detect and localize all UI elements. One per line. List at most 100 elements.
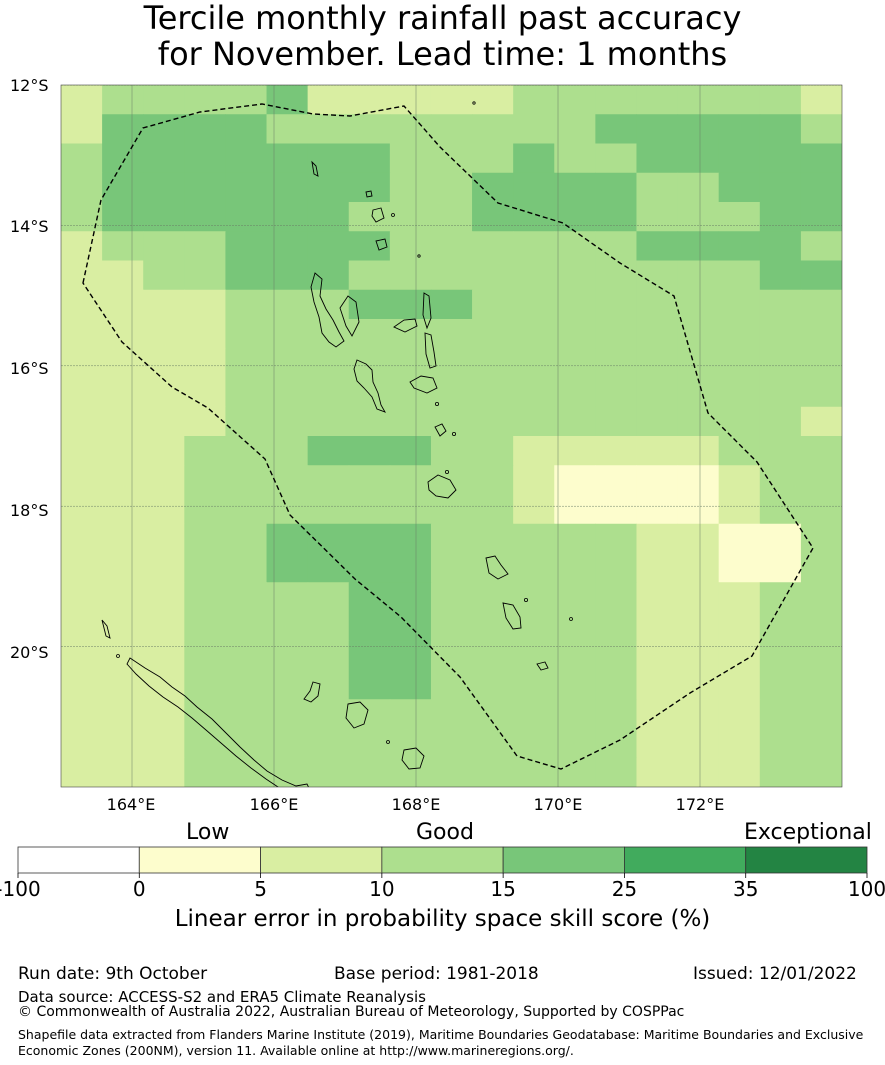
grid-cell xyxy=(759,553,802,583)
grid-cell xyxy=(430,289,473,320)
grid-cell xyxy=(225,231,268,261)
grid-cell xyxy=(513,319,555,349)
grid-cell xyxy=(677,260,720,291)
grid-cell xyxy=(389,85,432,115)
grid-cell xyxy=(389,348,432,378)
grid-cell xyxy=(718,553,761,583)
grid-cell xyxy=(184,231,226,261)
grid-cell xyxy=(348,436,391,466)
island-small-1 xyxy=(391,213,395,217)
category-good: Good xyxy=(416,820,474,845)
grid-cell xyxy=(800,523,842,554)
grid-cell xyxy=(677,114,720,144)
grid-cell xyxy=(430,465,473,495)
colorbar-bin xyxy=(502,846,625,874)
grid-cell xyxy=(718,114,761,144)
island-small-8 xyxy=(569,617,573,621)
grid-cell xyxy=(595,114,637,144)
grid-cell xyxy=(430,85,473,115)
grid-cell xyxy=(554,553,596,583)
grid-cell xyxy=(554,348,596,378)
lon-tick-166e: 166°E xyxy=(249,795,299,814)
grid-cell xyxy=(759,319,802,349)
grid-cell xyxy=(307,640,350,671)
grid-cell xyxy=(61,523,103,554)
grid-cell xyxy=(61,260,103,291)
grid-cell xyxy=(307,289,350,320)
grid-cell xyxy=(595,699,637,729)
grid-cell xyxy=(718,494,761,525)
grid-cell xyxy=(472,611,514,642)
grid-cell xyxy=(513,231,555,261)
grid-cell xyxy=(718,436,761,466)
lat-tick-16s: 16°S xyxy=(10,359,49,378)
lon-tick-170e: 170°E xyxy=(533,795,583,814)
graticule xyxy=(61,85,842,787)
grid-cell xyxy=(102,611,144,642)
grid-cell xyxy=(430,523,473,554)
grid-cell xyxy=(389,523,432,554)
grid-cell xyxy=(554,377,596,408)
grid-cell xyxy=(184,436,226,466)
grid-cell xyxy=(554,465,596,495)
grid-cell xyxy=(102,172,144,203)
colorbar-tick-label: 35 xyxy=(732,877,759,901)
grid-cell xyxy=(184,670,226,700)
grid-cell xyxy=(184,553,226,583)
grid-cell xyxy=(307,406,350,437)
colorbar-bin xyxy=(260,846,383,874)
grid-cell xyxy=(266,670,309,700)
grid-cell xyxy=(430,260,473,291)
grid-cell xyxy=(61,465,103,495)
grid-cell xyxy=(472,202,514,232)
grid-cell xyxy=(800,348,842,378)
grid-cell xyxy=(472,377,514,408)
grid-cell xyxy=(266,465,309,495)
grid-cell xyxy=(636,319,679,349)
grid-cell xyxy=(595,611,637,642)
grid-cell xyxy=(102,494,144,525)
colorbar-tick-label: 15 xyxy=(490,877,516,901)
grid-cell xyxy=(102,582,144,612)
grid-cell xyxy=(636,436,679,466)
grid-cell xyxy=(389,289,432,320)
grid-cell xyxy=(143,202,185,232)
island-small-10 xyxy=(386,740,390,744)
grid-cell xyxy=(759,523,802,554)
grid-cell xyxy=(348,670,391,700)
island-pentecost xyxy=(424,332,437,369)
grid-cell xyxy=(554,582,596,612)
grid-cell xyxy=(143,757,185,787)
chart-title: Tercile monthly rainfall past accuracy f… xyxy=(0,0,885,72)
grid-cell xyxy=(677,582,720,612)
grid-cell xyxy=(266,728,309,759)
grid-cell xyxy=(184,465,226,495)
island-belep xyxy=(101,619,111,639)
island-aneityum xyxy=(536,661,549,671)
island-epi xyxy=(434,423,447,437)
grid-cell xyxy=(718,699,761,729)
grid-cell xyxy=(184,523,226,554)
grid-cell xyxy=(472,640,514,671)
grid-cell xyxy=(430,553,473,583)
grid-cell xyxy=(677,553,720,583)
grid-cell xyxy=(554,699,596,729)
shapefile-credit: Shapefile data extracted from Flanders M… xyxy=(18,1027,864,1058)
lon-tick-164e: 164°E xyxy=(106,795,156,814)
grid-cell xyxy=(184,289,226,320)
grid-cell xyxy=(102,465,144,495)
grid-cell xyxy=(225,377,268,408)
grid-cell xyxy=(636,757,679,787)
category-exceptional: Exceptional xyxy=(744,820,872,845)
grid-cell xyxy=(800,465,842,495)
grid-cell xyxy=(184,406,226,437)
grid-cell xyxy=(61,494,103,525)
grid-cell xyxy=(266,231,309,261)
grid-cell xyxy=(718,406,761,437)
grid-cell xyxy=(225,436,268,466)
grid-cell xyxy=(225,348,268,378)
grid-cell xyxy=(430,202,473,232)
grid-cell xyxy=(61,231,103,261)
grid-cell xyxy=(472,582,514,612)
grid-cell xyxy=(389,494,432,525)
